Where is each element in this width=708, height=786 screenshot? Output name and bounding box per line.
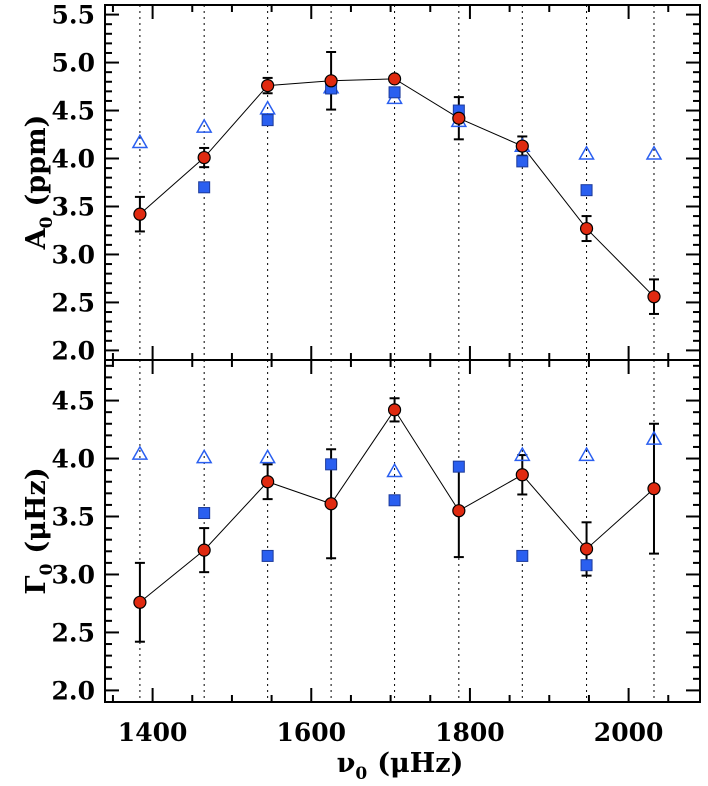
- width-triangle-point: [131, 445, 149, 460]
- width-circle-point: [133, 595, 147, 609]
- width-square-point: [325, 458, 338, 471]
- width-triangle-point: [386, 462, 403, 478]
- width-circle-point: [579, 542, 594, 556]
- width-frame: [104, 359, 701, 703]
- width-triangle-point: [514, 446, 531, 462]
- amplitude-y-tick-label: 3.5: [52, 192, 96, 221]
- x-tick-label: 2000: [594, 718, 664, 747]
- width-y-tick-label: 3.5: [52, 503, 96, 532]
- width-circle-point: [197, 543, 211, 557]
- amplitude-circle-point: [647, 290, 661, 304]
- width-triangle-point: [259, 448, 276, 464]
- width-error-bars: [134, 397, 659, 643]
- amplitude-square-points: [198, 82, 593, 197]
- amplitude-y-axis-title: A0 (ppm): [21, 115, 57, 251]
- x-tick-label: 1400: [118, 718, 188, 747]
- amplitude-panel: 2.0 2.5 3.0 3.5 4.0 4.5 5.0 5.5 A0 (ppm): [21, 1, 701, 366]
- amplitude-unit: (ppm): [21, 115, 52, 207]
- width-panel: 2.0 2.5 3.0 3.5 4.0 4.5 Γ0 (μHz): [21, 359, 701, 706]
- amplitude-ticks: [105, 4, 700, 361]
- amplitude-triangle-point: [645, 145, 663, 160]
- width-y-tick-label: 2.0: [52, 676, 96, 705]
- width-triangle-point: [645, 430, 663, 445]
- width-circle-point: [515, 468, 529, 482]
- width-square-point: [516, 549, 529, 562]
- amplitude-circle-point: [261, 78, 275, 93]
- amplitude-square-point: [198, 181, 211, 194]
- width-circle-point: [647, 482, 661, 496]
- amplitude-fit-line: [139, 78, 655, 298]
- width-square-points: [198, 458, 593, 572]
- amplitude-circle-point: [515, 139, 529, 153]
- amplitude-circle-points: [133, 72, 661, 304]
- amplitude-y-tick-label: 4.0: [52, 145, 96, 174]
- width-circle-point: [387, 403, 402, 417]
- amplitude-frame: [104, 4, 701, 361]
- width-circle-point: [324, 497, 338, 511]
- amplitude-triangle-point: [259, 100, 276, 115]
- width-square-point: [452, 460, 465, 473]
- amplitude-y-tick-label: 2.5: [52, 288, 96, 317]
- width-circle-point: [261, 475, 275, 489]
- width-triangle-points: [131, 430, 663, 478]
- amplitude-circle-point: [387, 72, 402, 86]
- width-square-point: [261, 549, 274, 562]
- width-square-point: [388, 494, 401, 507]
- amplitude-circle-point: [324, 74, 338, 88]
- amplitude-circle-point: [452, 111, 466, 125]
- width-y-tick-label: 2.5: [52, 618, 96, 647]
- amplitude-subscript: 0: [37, 216, 57, 228]
- amplitude-y-tick-label: 2.0: [52, 336, 96, 365]
- width-ticks: [105, 360, 700, 703]
- amplitude-y-tick-label: 5.0: [52, 49, 96, 78]
- width-y-tick-label: 4.5: [52, 387, 96, 416]
- width-symbol: Γ: [21, 575, 52, 594]
- amplitude-circle-point: [579, 221, 594, 236]
- width-triangle-point: [578, 446, 595, 462]
- amplitude-y-tick-label: 5.5: [52, 1, 96, 30]
- amplitude-square-point: [261, 114, 274, 127]
- x-subscript: 0: [355, 764, 367, 784]
- width-y-tick-label: 4.0: [52, 445, 96, 474]
- x-axis-title: ν0 (μHz): [337, 748, 464, 784]
- x-tick-label: 1800: [435, 718, 505, 747]
- amplitude-gridlines: [139, 5, 655, 360]
- width-square-point: [580, 559, 593, 572]
- amplitude-y-tick-label: 3.0: [52, 240, 96, 269]
- amplitude-circle-point: [133, 207, 147, 221]
- width-triangle-point: [195, 448, 213, 464]
- width-circle-points: [133, 403, 661, 609]
- width-circle-point: [452, 504, 466, 518]
- amplitude-y-tick-label: 4.5: [52, 97, 96, 126]
- width-y-axis-title: Γ0 (μHz): [21, 467, 57, 594]
- x-tick-label: 1600: [276, 718, 346, 747]
- width-unit: (μHz): [21, 467, 52, 553]
- amplitude-symbol: A: [21, 227, 52, 250]
- amplitude-square-point: [580, 184, 593, 197]
- amplitude-triangle-point: [578, 145, 595, 160]
- amplitude-y-tick-labels: 2.0 2.5 3.0 3.5 4.0 4.5 5.0 5.5: [52, 1, 96, 366]
- x-unit: (μHz): [377, 748, 463, 779]
- width-y-tick-labels: 2.0 2.5 3.0 3.5 4.0 4.5: [52, 387, 96, 706]
- amplitude-triangle-point: [131, 133, 149, 149]
- amplitude-fit-polyline: [139, 78, 655, 298]
- width-square-point: [198, 507, 211, 520]
- width-subscript: 0: [37, 563, 57, 575]
- x-tick-labels: 1400 1600 1800 2000: [118, 718, 664, 747]
- amplitude-square-point: [516, 155, 529, 168]
- amplitude-circle-point: [197, 150, 211, 165]
- x-symbol: ν: [337, 748, 356, 779]
- amplitude-triangle-point: [195, 118, 213, 133]
- amplitude-square-point: [388, 86, 401, 99]
- width-y-tick-label: 3.0: [52, 560, 96, 589]
